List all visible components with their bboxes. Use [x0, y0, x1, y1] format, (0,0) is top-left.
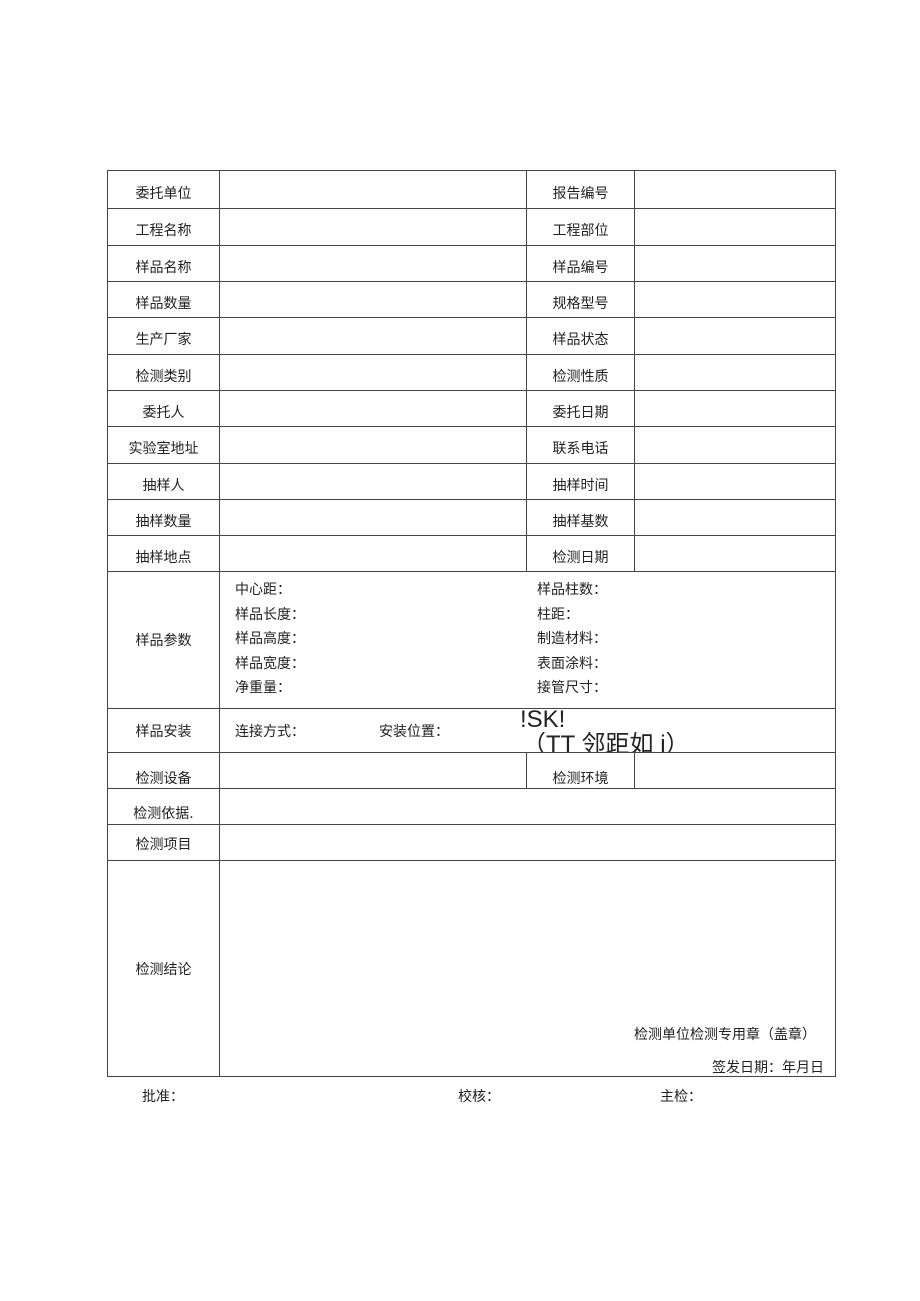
param-label: 净重量：: [235, 680, 291, 696]
row-label: 工程名称: [107, 208, 220, 246]
value-field: [634, 390, 836, 427]
value-field: [219, 281, 527, 318]
row-label: 检测日期: [526, 535, 635, 572]
row-label: 检测类别: [107, 354, 220, 391]
param-label: 柱距：: [537, 606, 579, 623]
row-label: 工程部位: [526, 208, 635, 246]
value-field: [219, 426, 527, 464]
seal-text: 检测单位检测专用章（盖章）: [634, 1027, 816, 1043]
conclusion-cell: [219, 860, 836, 1077]
row-label: 生产厂家: [107, 317, 220, 355]
items-label: 检测项目: [107, 824, 220, 861]
value-field: [634, 752, 836, 789]
param-label: 表面涂料：: [537, 655, 607, 672]
param-label: 中心距：: [235, 582, 291, 598]
value-field: [219, 535, 527, 572]
approve-label: 批准：: [142, 1089, 184, 1105]
garbled-text: （TT 邻距如 i）: [522, 732, 690, 752]
value-field: [634, 354, 836, 391]
value-field: [219, 752, 527, 789]
value-field: [634, 208, 836, 246]
value-field: [219, 499, 527, 536]
row-label: 样品编号: [526, 245, 635, 282]
value-field: [634, 317, 836, 355]
param-label: 制造材料：: [537, 631, 607, 647]
value-field: [219, 824, 836, 861]
install-label: 样品安装: [107, 708, 220, 753]
value-field: [634, 463, 836, 500]
row-label: 委托单位: [107, 170, 220, 209]
row-label: 样品数量: [107, 281, 220, 318]
value-field: [219, 170, 527, 209]
row-label: 联系电话: [526, 426, 635, 464]
row-label: 抽样地点: [107, 535, 220, 572]
value-field: [219, 390, 527, 427]
conclusion-label: 检测结论: [107, 860, 220, 1077]
inspector-label: 主检：: [660, 1089, 702, 1105]
row-label: 实验室地址: [107, 426, 220, 464]
value-field: [219, 317, 527, 355]
value-field: [219, 788, 836, 825]
value-field: [634, 535, 836, 572]
value-field: [634, 426, 836, 464]
row-label: 委托日期: [526, 390, 635, 427]
garbled-text: !SK!: [520, 706, 566, 733]
row-label: 样品状态: [526, 317, 635, 355]
value-field: [634, 499, 836, 536]
env-label: 检测环境: [526, 752, 635, 789]
row-label: 样品名称: [107, 245, 220, 282]
value-field: [634, 170, 836, 209]
position-label: 安装位置：: [379, 724, 449, 740]
value-field: [634, 281, 836, 318]
params-label: 样品参数: [107, 571, 220, 709]
value-field: [219, 354, 527, 391]
row-label: 抽样人: [107, 463, 220, 500]
row-label: 检测性质: [526, 354, 635, 391]
param-label: 样品柱数：: [537, 582, 607, 598]
value-field: [219, 208, 527, 246]
value-field: [634, 245, 836, 282]
equipment-label: 检测设备: [107, 752, 220, 789]
connect-label: 连接方式：: [235, 724, 305, 740]
value-field: [219, 463, 527, 500]
row-label: 报告编号: [526, 170, 635, 209]
params-cell: [219, 571, 836, 709]
issue-date: 签发日期：年月日: [712, 1060, 824, 1076]
param-label: 样品长度：: [235, 606, 305, 623]
value-field: [219, 245, 527, 282]
param-label: 接管尺寸：: [537, 680, 607, 696]
review-label: 校核：: [458, 1089, 500, 1105]
basis-label: 检测依据.: [107, 788, 220, 825]
row-label: 委托人: [107, 390, 220, 427]
row-label: 抽样数量: [107, 499, 220, 536]
row-label: 抽样基数: [526, 499, 635, 536]
row-label: 规格型号: [526, 281, 635, 318]
row-label: 抽样时间: [526, 463, 635, 500]
param-label: 样品高度：: [235, 631, 305, 647]
param-label: 样品宽度：: [235, 655, 305, 672]
